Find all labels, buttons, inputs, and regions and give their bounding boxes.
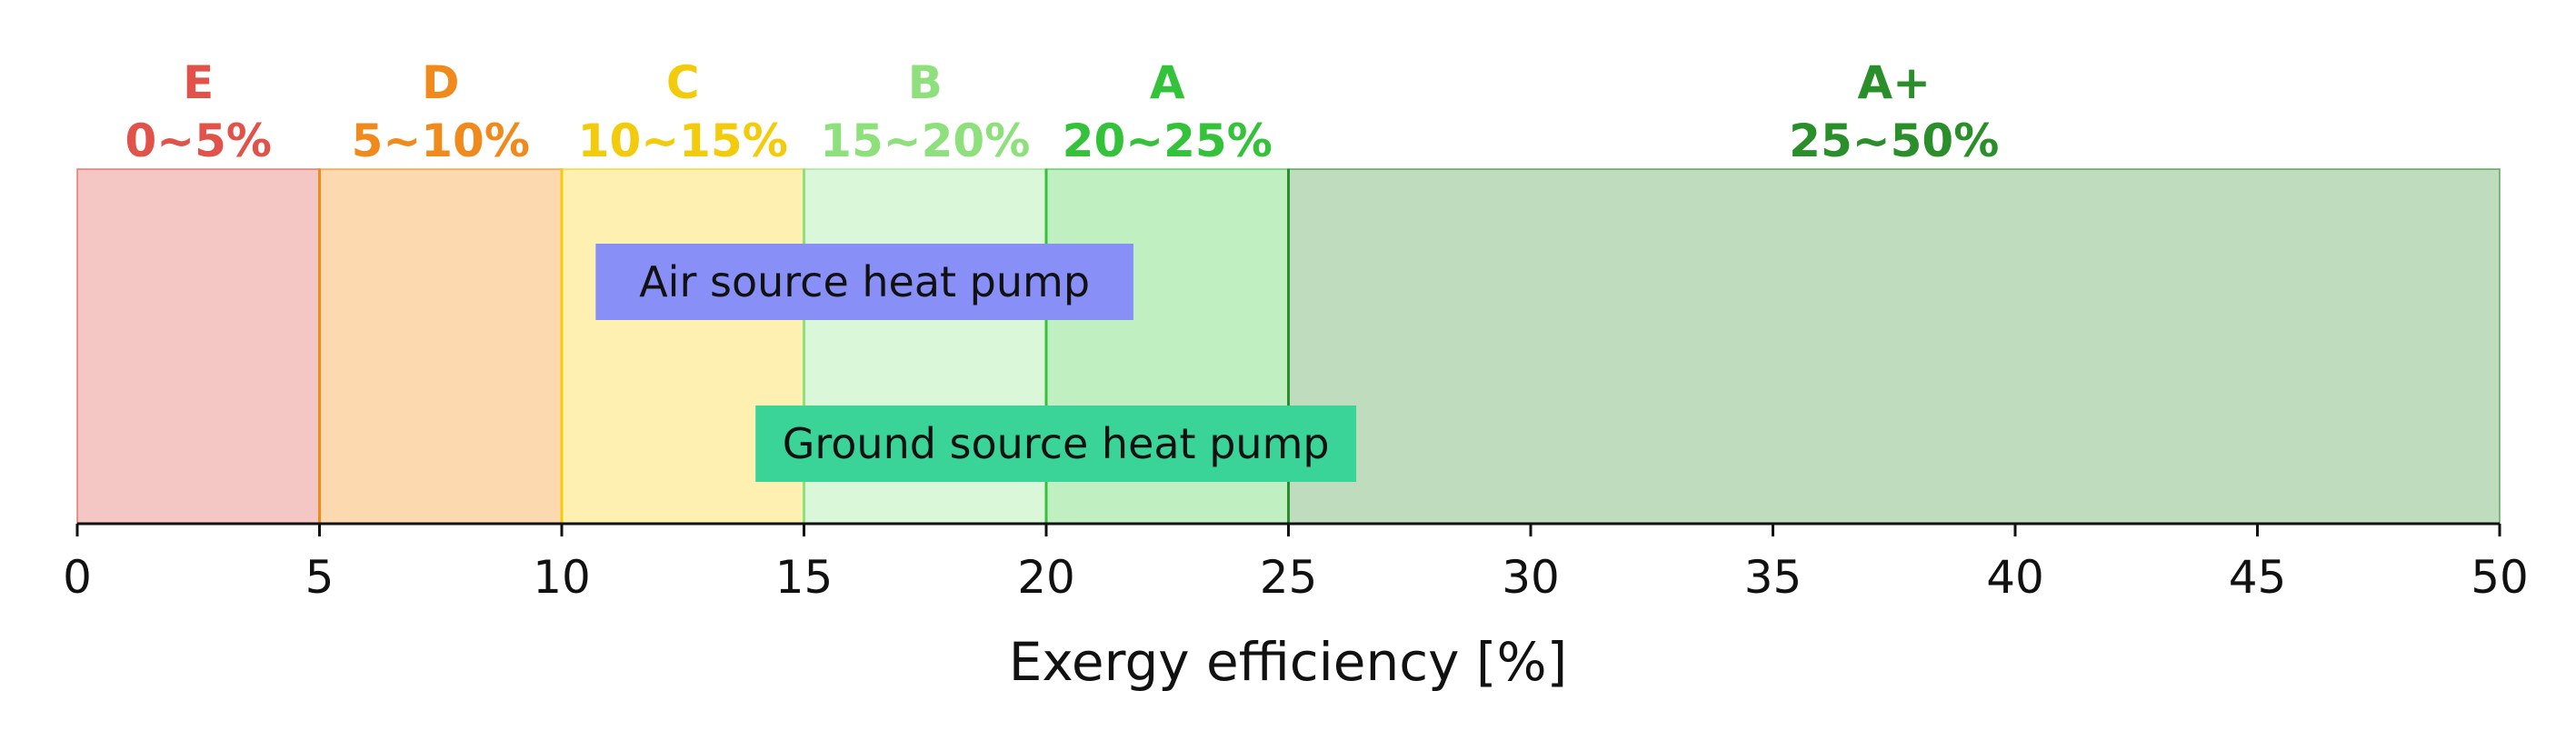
- x-tick-label: 0: [63, 551, 92, 604]
- x-tick-label: 20: [1017, 551, 1075, 604]
- grade-range-label: 5~10%: [352, 115, 530, 167]
- x-tick-label: 5: [305, 551, 334, 604]
- x-tick-label: 35: [1744, 551, 1802, 604]
- grade-letter: A+: [1857, 56, 1931, 109]
- x-axis-title: Exergy efficiency [%]: [1009, 631, 1568, 693]
- grade-band-e: [76, 168, 321, 525]
- grade-band-d: [318, 168, 563, 525]
- range-bar-air-source: [595, 244, 1133, 320]
- x-tick-label: 10: [533, 551, 591, 604]
- grade-letter: C: [666, 56, 700, 109]
- x-tick-label: 15: [775, 551, 834, 604]
- range-bar-ground-source: [755, 406, 1357, 482]
- x-tick-label: 50: [2471, 551, 2529, 604]
- x-axis: 0 5 10 15 20 25 30 35 40 45 50: [63, 522, 2529, 604]
- range-bar-label: Air source heat pump: [639, 257, 1090, 306]
- x-tick-label: 30: [1502, 551, 1560, 604]
- grade-letter: A: [1150, 56, 1185, 109]
- grade-range-label: 25~50%: [1789, 115, 1999, 167]
- grade-letter: B: [908, 56, 943, 109]
- efficiency-range-bars: Air source heat pump Ground source heat p…: [595, 244, 1357, 482]
- grade-letter: E: [183, 56, 214, 109]
- range-bar-label: Ground source heat pump: [783, 419, 1330, 468]
- grade-range-label: 10~15%: [578, 115, 788, 167]
- grade-letter: D: [422, 56, 460, 109]
- grade-band-a-plus: [1287, 168, 2501, 525]
- x-tick-label: 25: [1260, 551, 1318, 604]
- grade-labels: E 0~5% D 5~10% C 10~15% B 15~20% A 20~25% A+ 25~50%: [125, 56, 1999, 167]
- x-tick-label: 45: [2229, 551, 2287, 604]
- grade-range-label: 15~20%: [820, 115, 1030, 167]
- grade-range-label: 20~25%: [1063, 115, 1273, 167]
- grade-range-label: 0~5%: [125, 115, 272, 167]
- x-tick-label: 40: [1986, 551, 2044, 604]
